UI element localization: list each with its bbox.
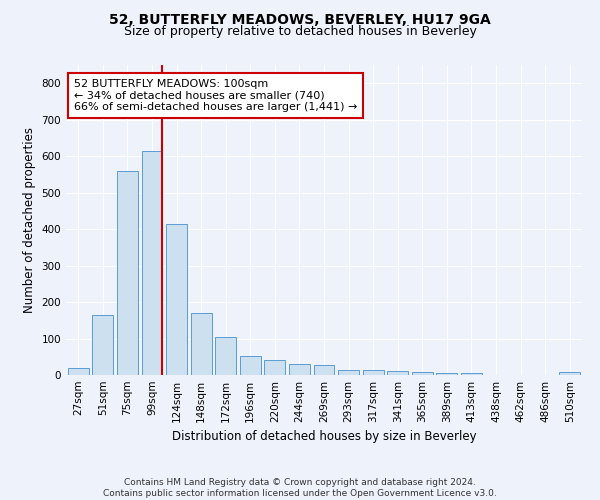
Bar (117, 171, 138, 375)
Bar (166, 224, 187, 375)
Bar (215, 338, 236, 375)
Bar (142, 150, 163, 375)
Text: Size of property relative to detached houses in Beverley: Size of property relative to detached ho… (124, 25, 476, 38)
Bar (265, 360, 286, 375)
Bar (314, 365, 334, 375)
Bar (338, 370, 359, 375)
Bar (412, 372, 433, 375)
Bar (191, 313, 212, 375)
Bar (436, 373, 457, 375)
Bar (289, 364, 310, 375)
Bar (92, 315, 113, 375)
Bar (387, 372, 408, 375)
Bar (461, 373, 482, 375)
Text: Contains HM Land Registry data © Crown copyright and database right 2024.
Contai: Contains HM Land Registry data © Crown c… (103, 478, 497, 498)
X-axis label: Distribution of detached houses by size in Beverley: Distribution of detached houses by size … (172, 430, 476, 444)
Bar (559, 372, 580, 375)
Bar (362, 370, 383, 375)
Text: 52 BUTTERFLY MEADOWS: 100sqm
← 34% of detached houses are smaller (740)
66% of s: 52 BUTTERFLY MEADOWS: 100sqm ← 34% of de… (74, 79, 357, 112)
Text: 52, BUTTERFLY MEADOWS, BEVERLEY, HU17 9GA: 52, BUTTERFLY MEADOWS, BEVERLEY, HU17 9G… (109, 12, 491, 26)
Y-axis label: Number of detached properties: Number of detached properties (23, 127, 36, 313)
Bar (68, 368, 89, 375)
Bar (240, 356, 261, 375)
